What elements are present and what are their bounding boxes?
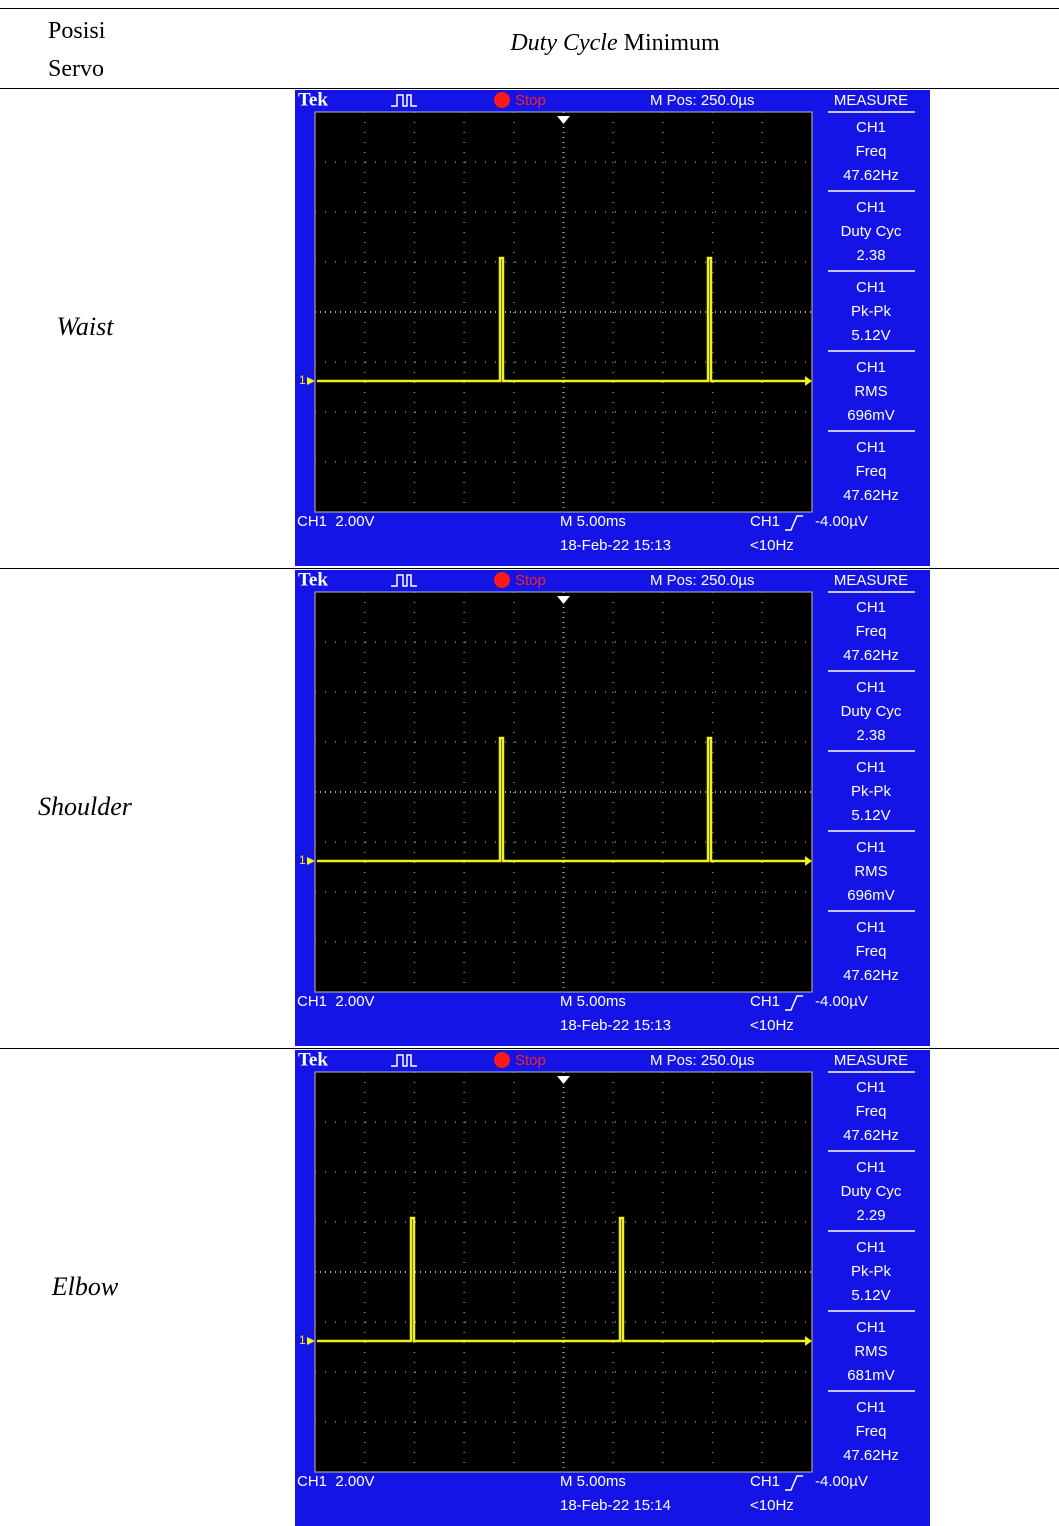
row-label: Shoulder (0, 792, 170, 822)
measure-name: Duty Cyc (841, 1183, 902, 1200)
measure-value: 5.12V (851, 1287, 890, 1304)
measure-name: Freq (856, 1423, 887, 1440)
trigger-level: -4.00µV (815, 993, 868, 1010)
measure-name: Freq (856, 143, 887, 160)
timebase: M 5.00ms (560, 993, 626, 1010)
header-text: Minimum (624, 30, 720, 56)
timebase: M 5.00ms (560, 513, 626, 530)
measure-title: MEASURE (834, 572, 908, 589)
measure-value: 681mV (847, 1367, 895, 1384)
measure-title: MEASURE (834, 1052, 908, 1069)
horizontal-position: M Pos: 250.0µs (650, 572, 755, 589)
measure-name: RMS (854, 383, 887, 400)
brand: Tek (298, 90, 328, 110)
measure-name: Duty Cyc (841, 703, 902, 720)
measure-value: 2.38 (856, 727, 885, 744)
measure-channel: CH1 (856, 199, 886, 216)
row-label: Elbow (0, 1272, 170, 1302)
oscilloscope-screen: 1 Tek Stop M Pos: 250.0µs MEASURE CH1 Freq 47.6… (295, 90, 930, 566)
brand: Tek (298, 570, 328, 590)
channel-scale: CH1 2.00V (297, 993, 375, 1010)
measure-channel: CH1 (856, 1079, 886, 1096)
trigger-channel: CH1 (750, 1473, 780, 1490)
table-rule (0, 8, 1059, 9)
measure-name: Freq (856, 463, 887, 480)
measure-value: 47.62Hz (843, 647, 899, 664)
measure-channel: CH1 (856, 679, 886, 696)
channel-scale: CH1 2.00V (297, 1473, 375, 1490)
page: Posisi Servo Duty Cycle Minimum Waist 1 Te… (0, 0, 1059, 1526)
trigger-channel: CH1 (750, 513, 780, 530)
timestamp: 18-Feb-22 15:13 (560, 1017, 671, 1034)
measure-value: 47.62Hz (843, 1127, 899, 1144)
stop-indicator (494, 572, 510, 588)
table-rule (0, 88, 1059, 89)
measure-value: 47.62Hz (843, 967, 899, 984)
horizontal-position: M Pos: 250.0µs (650, 1052, 755, 1069)
brand: Tek (298, 1050, 328, 1070)
measure-channel: CH1 (856, 1319, 886, 1336)
timebase: M 5.00ms (560, 1473, 626, 1490)
measure-channel: CH1 (856, 839, 886, 856)
measure-value: 5.12V (851, 807, 890, 824)
trigger-frequency: <10Hz (750, 1017, 794, 1034)
oscilloscope-screen: 1 Tek Stop M Pos: 250.0µs MEASURE CH1 Freq 47.6… (295, 1050, 930, 1526)
measure-name: Freq (856, 943, 887, 960)
trigger-level: -4.00µV (815, 513, 868, 530)
measure-name: Duty Cyc (841, 223, 902, 240)
measure-channel: CH1 (856, 1159, 886, 1176)
measure-channel: CH1 (856, 119, 886, 136)
timestamp: 18-Feb-22 15:14 (560, 1497, 671, 1514)
measure-value: 2.38 (856, 247, 885, 264)
column-header: Posisi Servo (48, 12, 138, 88)
trigger-level: -4.00µV (815, 1473, 868, 1490)
trigger-frequency: <10Hz (750, 1497, 794, 1514)
header-italic: Duty Cycle (510, 30, 617, 56)
measure-channel: CH1 (856, 279, 886, 296)
column-header: Duty Cycle Minimum (300, 30, 930, 57)
measure-value: 47.62Hz (843, 487, 899, 504)
table-rule (0, 1048, 1059, 1049)
measure-value: 696mV (847, 887, 895, 904)
measure-value: 2.29 (856, 1207, 885, 1224)
measure-name: Freq (856, 623, 887, 640)
measure-name: Pk-Pk (851, 1263, 892, 1280)
measure-value: 47.62Hz (843, 1447, 899, 1464)
measure-value: 696mV (847, 407, 895, 424)
measure-value: 47.62Hz (843, 167, 899, 184)
trigger-channel: CH1 (750, 993, 780, 1010)
horizontal-position: M Pos: 250.0µs (650, 92, 755, 109)
stop-indicator (494, 92, 510, 108)
measure-title: MEASURE (834, 92, 908, 109)
channel-marker: 1 (299, 1333, 306, 1347)
oscilloscope-screen: 1 Tek Stop M Pos: 250.0µs MEASURE CH1 Freq 47.6… (295, 570, 930, 1046)
measure-channel: CH1 (856, 359, 886, 376)
measure-value: 5.12V (851, 327, 890, 344)
stop-indicator (494, 1052, 510, 1068)
measure-channel: CH1 (856, 759, 886, 776)
measure-name: RMS (854, 1343, 887, 1360)
run-status: Stop (515, 92, 546, 109)
channel-scale: CH1 2.00V (297, 513, 375, 530)
run-status: Stop (515, 1052, 546, 1069)
timestamp: 18-Feb-22 15:13 (560, 537, 671, 554)
measure-name: Freq (856, 1103, 887, 1120)
measure-name: RMS (854, 863, 887, 880)
run-status: Stop (515, 572, 546, 589)
measure-channel: CH1 (856, 919, 886, 936)
measure-channel: CH1 (856, 599, 886, 616)
channel-marker: 1 (299, 853, 306, 867)
table-rule (0, 568, 1059, 569)
row-label: Waist (0, 312, 170, 342)
measure-name: Pk-Pk (851, 783, 892, 800)
measure-name: Pk-Pk (851, 303, 892, 320)
channel-marker: 1 (299, 373, 306, 387)
trigger-frequency: <10Hz (750, 537, 794, 554)
measure-channel: CH1 (856, 439, 886, 456)
measure-channel: CH1 (856, 1399, 886, 1416)
measure-channel: CH1 (856, 1239, 886, 1256)
